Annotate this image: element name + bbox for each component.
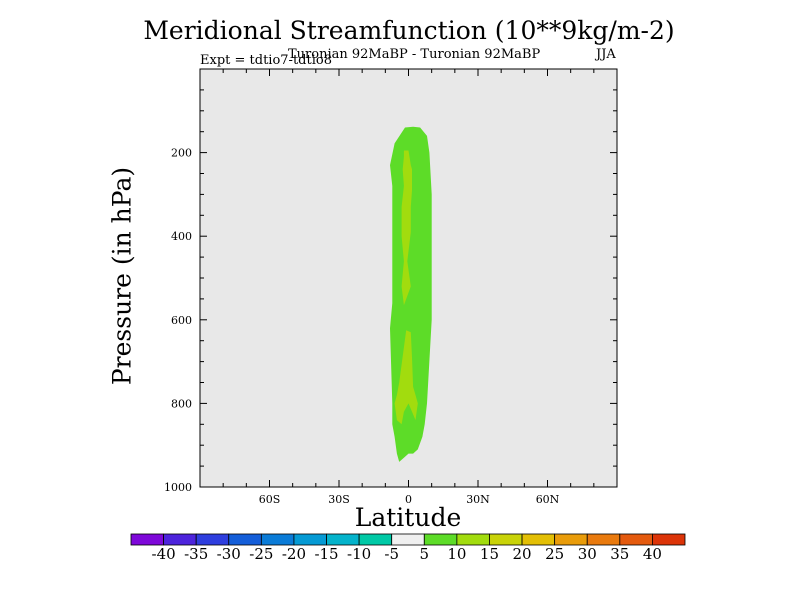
y-tick-label: 400 [171,230,192,243]
colorbar-label: -10 [347,545,371,563]
colorbar-label: 20 [513,545,532,563]
contour-layer [390,126,432,462]
colorbar-label: -5 [384,545,399,563]
y-tick-label: 200 [171,147,192,160]
colorbar-label: -30 [217,545,241,563]
colorbar-label: 15 [480,545,499,563]
colorbar-swatch [293,533,327,546]
x-tick-label: 30S [328,493,350,506]
x-axis-label: Latitude [354,503,462,532]
colorbar-swatch [489,533,523,546]
colorbar-label: 40 [643,545,662,563]
colorbar-swatch [586,533,621,546]
colorbar: -40 -35 -30 -25 -20 -15 -10 -5 5 10 15 20 25 30 35 40 [130,533,686,563]
colorbar-label: 25 [545,545,564,563]
colorbar-swatch [195,533,230,546]
season-label: JJA [596,47,616,62]
axes-layer: 200 400 600 800 1000 60S 30S 0 30N 60N [164,69,617,506]
colorbar-swatch [619,533,653,546]
colorbar-swatch [652,533,686,546]
colorbar-swatch [554,533,588,546]
x-tick-label: 60N [536,493,560,506]
colorbar-label: -35 [184,545,208,563]
colorbar-swatch [130,533,164,546]
colorbar-label: 35 [610,545,629,563]
colorbar-swatch [391,533,425,546]
colorbar-swatch [326,533,360,546]
colorbar-swatch [163,533,197,546]
chart-title: Meridional Streamfunction (10**9kg/m-2) [143,16,675,45]
colorbar-label: -20 [282,545,306,563]
colorbar-label: -15 [314,545,338,563]
colorbar-label: 5 [420,545,430,563]
experiment-label: Expt = tdtio7-tdtio8 [200,53,332,68]
y-tick-label: 1000 [164,481,192,494]
x-tick-label: 30N [466,493,490,506]
colorbar-label: 10 [447,545,466,563]
colorbar-label: 30 [578,545,597,563]
colorbar-label: -40 [152,545,176,563]
colorbar-swatch [358,533,393,546]
colorbar-swatch [228,533,262,546]
colorbar-swatch [521,533,556,546]
x-tick-label: 60S [259,493,281,506]
chart-subtitle: Turonian 92MaBP - Turonian 92MaBP [288,47,541,62]
y-tick-label: 600 [171,314,192,327]
y-tick-label: 800 [171,397,192,410]
x-tick-label: 0 [405,493,412,506]
colorbar-swatch [456,533,490,546]
colorbar-swatch [260,533,295,546]
colorbar-label: -25 [249,545,273,563]
contour-region-3 [394,330,418,425]
colorbar-swatch [423,533,458,546]
contour-region-2 [401,150,412,306]
